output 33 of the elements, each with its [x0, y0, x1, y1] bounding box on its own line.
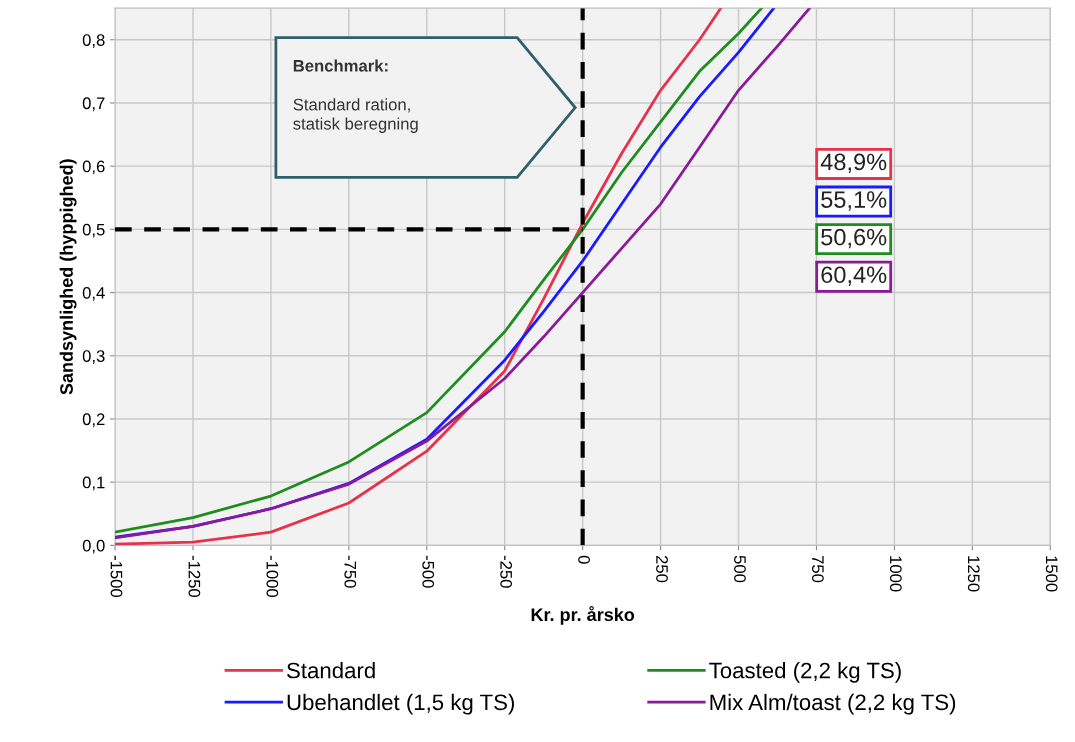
x-tick-label: -1500 [110, 555, 123, 598]
x-tick-label: -1250 [188, 555, 201, 598]
y-tick-label: 0,7 [82, 97, 105, 112]
x-axis-title: Kr. pr. årsko [531, 606, 635, 625]
legend-label: Standard [287, 662, 375, 679]
legend-label: Toasted (2,2 kg TS) [709, 662, 901, 683]
x-tick-label: 500 [734, 555, 746, 583]
y-tick-label: 0,6 [82, 160, 105, 175]
x-tick-label: -500 [422, 555, 435, 588]
x-tick-label: 1000 [889, 556, 902, 592]
y-tick-label: 0,8 [82, 34, 105, 48]
x-tick-label: 750 [811, 555, 824, 583]
y-tick-label: 0,1 [82, 476, 105, 491]
legend-label: Mix Alm/toast (2,2 kg TS) [710, 693, 956, 715]
y-tick-label: 0,5 [82, 223, 105, 238]
annotation: 60,4% [821, 266, 887, 286]
y-tick-label: 0,0 [82, 539, 105, 554]
text: Benchmark: Standard ration, statisk beregning [293, 59, 418, 133]
x-tick-label: -1000 [266, 555, 279, 598]
x-tick-label: 0 [578, 555, 590, 564]
y-tick-label: 0,2 [82, 413, 105, 428]
x-tick-label: -250 [500, 555, 513, 588]
x-tick-label: -750 [344, 555, 357, 588]
legend-label: Ubehandlet (1,5 kg TS) [287, 693, 514, 715]
x-tick-label: 1250 [967, 556, 980, 592]
annotation: 48,9% [820, 153, 887, 174]
x-tick-label: 250 [656, 555, 668, 583]
annotation: 55,1% [821, 191, 887, 211]
y-tick-label: 0,4 [82, 286, 105, 301]
annotation: 50,6% [821, 228, 887, 249]
x-tick-label: 1500 [1045, 556, 1058, 592]
y-axis-title: Sandsynlighed (hyppighed) [59, 159, 77, 395]
y-tick-label: 0,3 [82, 350, 105, 364]
